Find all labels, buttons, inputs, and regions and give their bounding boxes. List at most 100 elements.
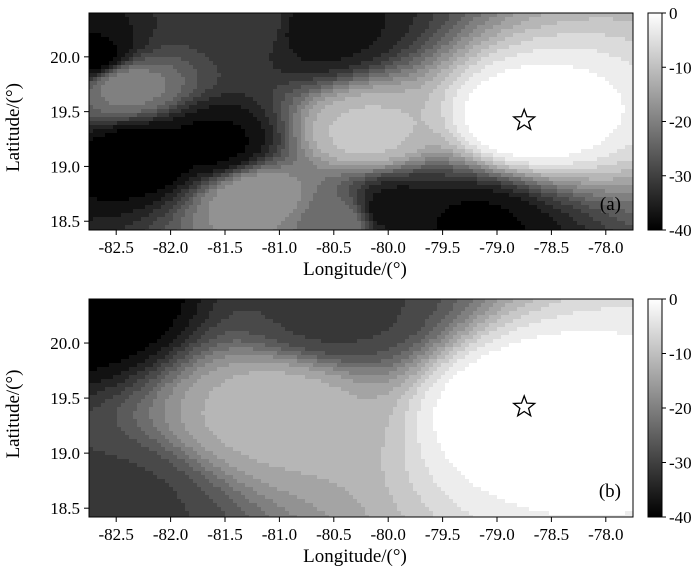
field-cell bbox=[613, 129, 618, 134]
field-cell bbox=[449, 29, 454, 34]
field-cell bbox=[573, 113, 578, 118]
field-cell bbox=[449, 77, 454, 82]
field-cell bbox=[349, 33, 354, 38]
field-cell bbox=[277, 129, 282, 134]
field-cell bbox=[121, 157, 126, 162]
field-cell bbox=[581, 137, 586, 142]
field-cell bbox=[461, 109, 466, 114]
field-cell bbox=[345, 133, 350, 138]
field-cell bbox=[581, 33, 586, 38]
field-cell bbox=[289, 145, 294, 150]
field-cell bbox=[581, 41, 586, 46]
field-cell bbox=[593, 21, 598, 26]
field-cell bbox=[137, 53, 142, 58]
field-cell bbox=[405, 93, 410, 98]
field-cell bbox=[261, 97, 266, 102]
field-cell bbox=[449, 89, 454, 94]
field-cell bbox=[573, 21, 578, 26]
field-cell bbox=[105, 45, 110, 50]
field-cell bbox=[545, 29, 550, 34]
field-cell bbox=[141, 153, 146, 158]
field-cell bbox=[481, 85, 486, 90]
field-cell bbox=[145, 145, 150, 150]
field-cell bbox=[485, 113, 490, 118]
field-cell bbox=[533, 29, 538, 34]
field-cell bbox=[113, 141, 118, 146]
field-cell bbox=[597, 61, 602, 66]
field-cell bbox=[125, 97, 130, 102]
field-cell bbox=[161, 129, 166, 134]
field-cell bbox=[481, 97, 486, 102]
field-cell bbox=[517, 85, 522, 90]
field-cell bbox=[249, 69, 254, 74]
field-cell bbox=[177, 41, 182, 46]
field-cell bbox=[229, 53, 234, 58]
field-cell bbox=[325, 49, 330, 54]
field-cell bbox=[173, 41, 178, 46]
field-cell bbox=[569, 129, 574, 134]
field-cell bbox=[385, 29, 390, 34]
field-cell bbox=[389, 45, 394, 50]
field-cell bbox=[581, 101, 586, 106]
field-cell bbox=[137, 133, 142, 138]
field-cell bbox=[437, 29, 442, 34]
field-cell bbox=[281, 117, 286, 122]
field-cell bbox=[617, 113, 622, 118]
field-cell bbox=[549, 121, 554, 126]
field-cell bbox=[129, 105, 134, 110]
field-cell bbox=[509, 137, 514, 142]
field-cell bbox=[613, 37, 618, 42]
field-cell bbox=[433, 117, 438, 122]
field-cell bbox=[157, 33, 162, 38]
field-cell bbox=[209, 13, 214, 18]
field-cell bbox=[389, 129, 394, 134]
field-cell bbox=[377, 73, 382, 78]
field-cell bbox=[265, 41, 270, 46]
field-cell bbox=[469, 145, 474, 150]
field-cell bbox=[373, 13, 378, 18]
field-cell bbox=[253, 57, 258, 62]
field-cell bbox=[257, 37, 262, 42]
field-cell bbox=[153, 101, 158, 106]
field-cell bbox=[117, 113, 122, 118]
field-cell bbox=[181, 137, 186, 142]
field-cell bbox=[233, 113, 238, 118]
field-cell bbox=[529, 77, 534, 82]
field-cell bbox=[381, 53, 386, 58]
field-cell bbox=[549, 53, 554, 58]
field-cell bbox=[125, 33, 130, 38]
field-cell bbox=[89, 37, 94, 42]
field-cell bbox=[113, 149, 118, 154]
field-cell bbox=[381, 41, 386, 46]
field-cell bbox=[117, 117, 122, 122]
field-cell bbox=[417, 41, 422, 46]
field-cell bbox=[529, 89, 534, 94]
field-cell bbox=[253, 17, 258, 22]
field-cell bbox=[497, 113, 502, 118]
field-cell bbox=[321, 121, 326, 126]
field-cell bbox=[269, 89, 274, 94]
field-cell bbox=[445, 49, 450, 54]
field-cell bbox=[225, 93, 230, 98]
field-cell bbox=[277, 157, 282, 162]
field-cell bbox=[289, 53, 294, 58]
field-cell bbox=[469, 105, 474, 110]
field-cell bbox=[565, 57, 570, 62]
field-cell bbox=[257, 85, 262, 90]
field-cell bbox=[601, 109, 606, 114]
field-cell bbox=[401, 137, 406, 142]
field-cell bbox=[465, 153, 470, 158]
field-cell bbox=[157, 37, 162, 42]
field-cell bbox=[341, 137, 346, 142]
field-cell bbox=[561, 65, 566, 70]
field-cell bbox=[129, 97, 134, 102]
field-cell bbox=[337, 37, 342, 42]
field-cell bbox=[297, 73, 302, 78]
field-cell bbox=[149, 33, 154, 38]
field-cell bbox=[89, 149, 94, 154]
field-cell bbox=[517, 57, 522, 62]
field-cell bbox=[601, 121, 606, 126]
field-cell bbox=[273, 153, 278, 158]
field-cell bbox=[477, 101, 482, 106]
field-cell bbox=[505, 137, 510, 142]
